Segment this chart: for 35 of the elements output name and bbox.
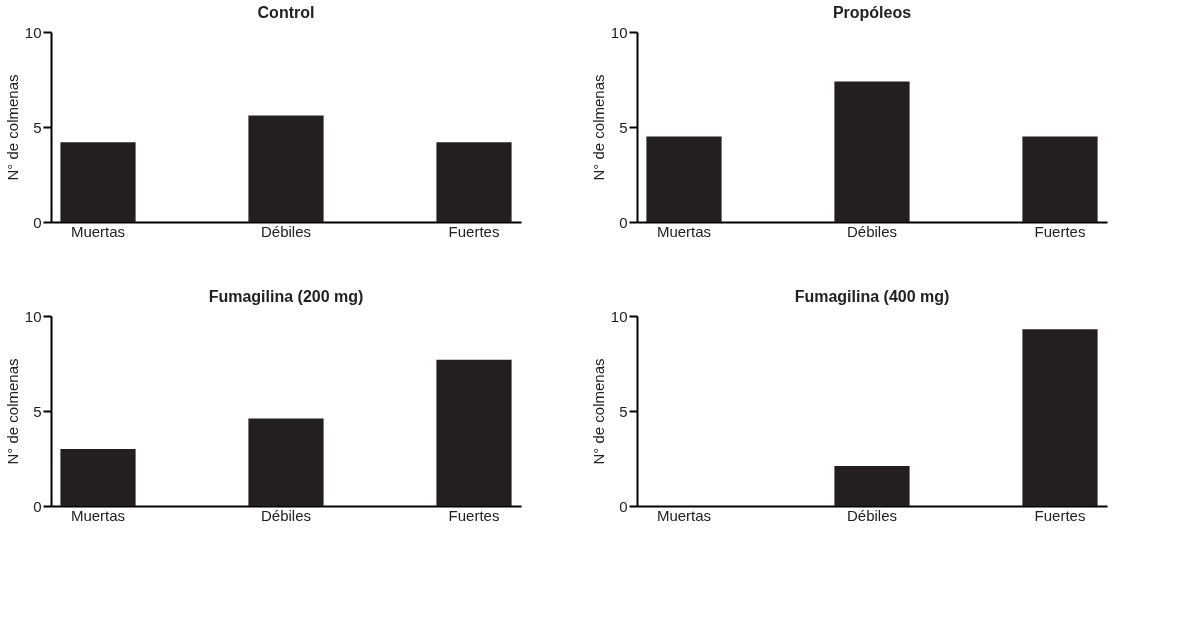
y-axis-title: N° de colmenas bbox=[3, 74, 21, 181]
chart-title: Control bbox=[257, 4, 315, 21]
bar bbox=[248, 418, 324, 506]
y-tick-label: 10 bbox=[24, 23, 42, 41]
x-tick-label: Muertas bbox=[656, 222, 712, 240]
y-tick-label: 5 bbox=[619, 402, 628, 420]
y-axis-title: N° de colmenas bbox=[3, 358, 21, 465]
y-axis-title: N° de colmenas bbox=[589, 74, 607, 181]
chart-title: Fumagilina (400 mg) bbox=[794, 288, 950, 305]
chart-title: Propóleos bbox=[832, 4, 912, 21]
y-tick-label: 10 bbox=[610, 307, 628, 325]
bar bbox=[60, 449, 136, 506]
chart-title: Fumagilina (200 mg) bbox=[208, 288, 364, 305]
y-tick-label: 5 bbox=[33, 402, 42, 420]
x-tick-label: Fuertes bbox=[1034, 222, 1086, 240]
y-tick-label: 10 bbox=[24, 307, 42, 325]
y-tick-label: 10 bbox=[610, 23, 628, 41]
y-tick-label: 0 bbox=[33, 213, 42, 231]
x-tick-label: Fuertes bbox=[448, 506, 500, 524]
x-tick-label: Muertas bbox=[70, 222, 126, 240]
x-tick-label: Muertas bbox=[656, 506, 712, 524]
x-tick-label: Fuertes bbox=[448, 222, 500, 240]
bar bbox=[436, 359, 512, 506]
y-axis-title: N° de colmenas bbox=[589, 358, 607, 465]
y-tick-label: 5 bbox=[619, 118, 628, 136]
x-tick-label: Débiles bbox=[846, 506, 898, 524]
x-tick-label: Débiles bbox=[260, 506, 312, 524]
x-tick-label: Débiles bbox=[846, 222, 898, 240]
y-tick-label: 5 bbox=[33, 118, 42, 136]
x-tick-label: Muertas bbox=[70, 506, 126, 524]
y-tick-label: 0 bbox=[619, 497, 628, 515]
x-tick-label: Débiles bbox=[260, 222, 312, 240]
y-tick-label: 0 bbox=[33, 497, 42, 515]
x-tick-label: Fuertes bbox=[1034, 506, 1086, 524]
y-tick-label: 0 bbox=[619, 213, 628, 231]
